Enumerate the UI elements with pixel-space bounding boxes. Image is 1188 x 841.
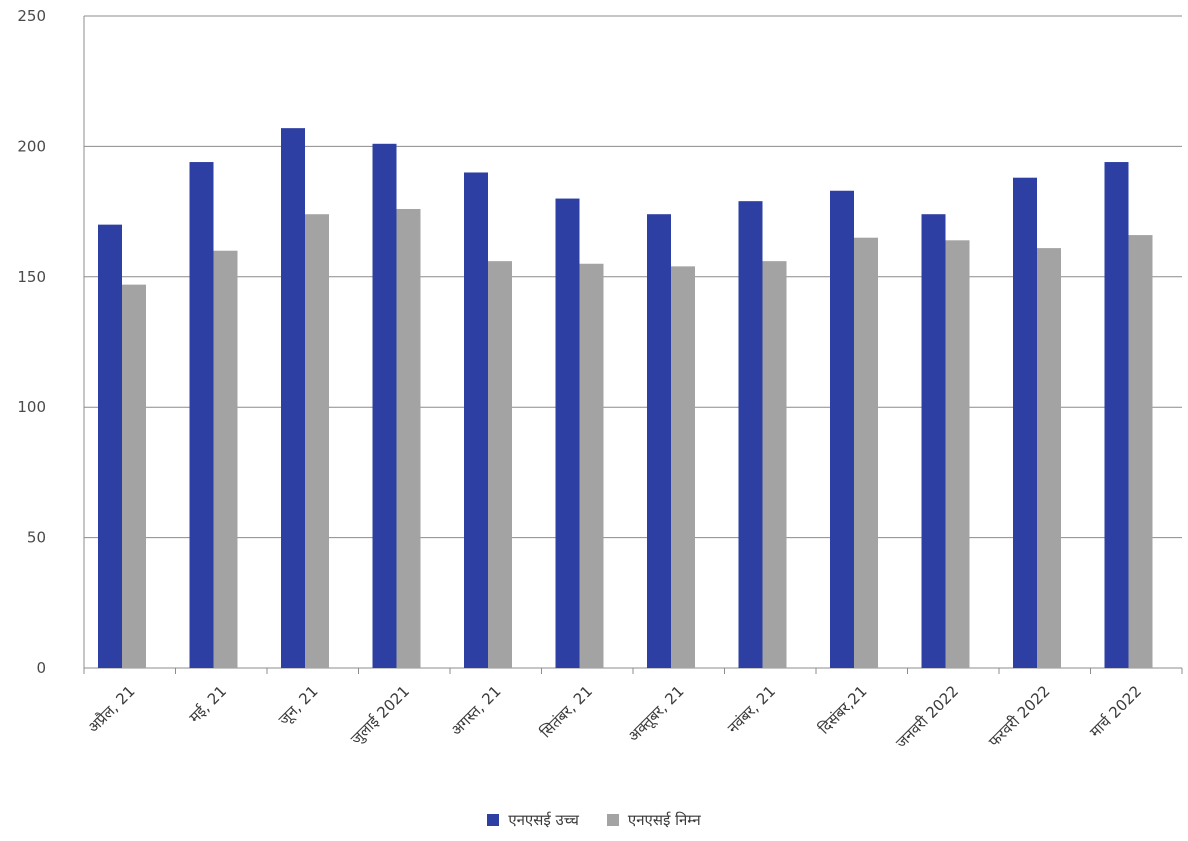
- legend: एनएसई उच्च एनएसई निम्न: [0, 810, 1188, 830]
- bar-high: [830, 190, 854, 668]
- x-tick-label: अप्रैल, 21: [84, 682, 138, 736]
- x-tick-label: दिसंबर,21: [815, 682, 871, 738]
- bar-low: [945, 240, 970, 668]
- legend-swatch-high: [487, 814, 500, 826]
- x-tick-label: मार्च 2022: [1086, 682, 1145, 741]
- y-tick-label: 250: [17, 7, 46, 25]
- x-tick-label: फरवरी 2022: [985, 682, 1054, 751]
- bar-high: [281, 128, 305, 669]
- x-tick-label: जुलाई 2021: [347, 682, 414, 749]
- bar-low: [762, 261, 787, 668]
- bar-low: [488, 261, 512, 668]
- bar-high: [464, 172, 488, 669]
- bar-high: [921, 214, 946, 668]
- bar-low: [1128, 235, 1153, 668]
- x-tick-label: अक्तूबर, 21: [624, 682, 688, 746]
- legend-label-high: एनएसई उच्च: [508, 811, 579, 829]
- bar-high: [372, 143, 397, 669]
- bar-low: [396, 208, 421, 668]
- x-tick-label: मई, 21: [186, 682, 231, 727]
- bar-low: [671, 266, 695, 668]
- y-tick-label: 200: [17, 137, 46, 155]
- x-tick-label: अगस्त, 21: [447, 682, 504, 739]
- y-tick-label: 100: [17, 398, 46, 416]
- bar-low: [1037, 248, 1061, 668]
- bar-high: [738, 201, 763, 668]
- y-tick-label: 0: [36, 659, 46, 677]
- legend-label-low: एनएसई निम्न: [627, 811, 701, 829]
- bar-high: [1013, 177, 1037, 669]
- legend-swatch-low: [606, 814, 619, 826]
- bar-low: [122, 284, 146, 668]
- bar-high: [189, 162, 214, 668]
- bar-low: [579, 263, 604, 668]
- bar-high: [98, 224, 122, 668]
- bar-high: [647, 214, 671, 668]
- x-tick-label: सितंबर, 21: [537, 682, 596, 741]
- y-tick-label: 50: [27, 529, 46, 547]
- x-tick-label: जून, 21: [275, 682, 322, 729]
- y-tick-label: 150: [17, 268, 46, 286]
- x-tick-label: जनवरी 2022: [892, 682, 962, 752]
- bar-high: [1104, 162, 1129, 668]
- bar-low: [213, 250, 238, 668]
- x-tick-label: नवंबर, 21: [724, 682, 779, 737]
- legend-item-low: एनएसई निम्न: [606, 810, 701, 830]
- bar-low: [854, 237, 878, 668]
- legend-item-high: एनएसई उच्च: [487, 810, 579, 830]
- bar-high: [555, 198, 580, 668]
- bar-low: [305, 214, 329, 668]
